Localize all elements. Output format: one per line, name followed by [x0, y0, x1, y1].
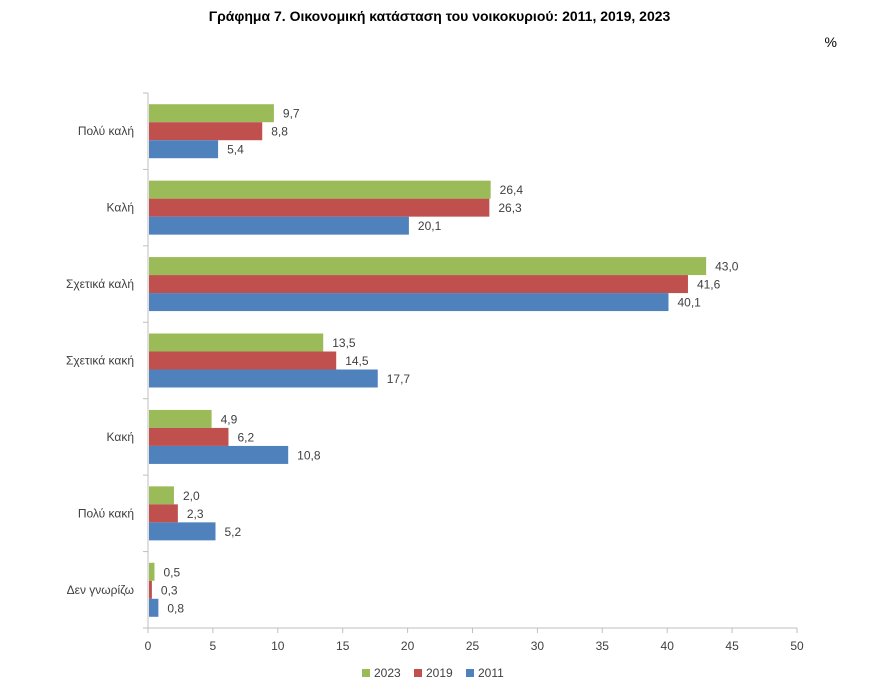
x-tick-label: 20 — [401, 639, 415, 653]
bar-2019 — [149, 351, 337, 370]
category-label: Πολύ κακή — [78, 506, 134, 520]
legend-label-2011: 2011 — [478, 666, 504, 680]
data-label-2019: 6,2 — [237, 430, 254, 444]
x-tick-label: 45 — [725, 639, 739, 653]
legend-swatch-2011 — [466, 669, 474, 677]
bar-2019 — [149, 427, 229, 446]
data-label-2023: 26,4 — [500, 183, 524, 197]
data-label-2019: 41,6 — [697, 278, 721, 292]
data-label-2023: 0,5 — [163, 565, 180, 579]
data-label-2019: 8,8 — [271, 125, 288, 139]
legend-label-2019: 2019 — [426, 666, 453, 680]
bar-2011 — [149, 369, 378, 388]
category-label: Δεν γνωρίζω — [67, 583, 134, 597]
data-label-2011: 10,8 — [297, 448, 321, 462]
bar-2011 — [149, 140, 219, 159]
category-label: Σχετικά κακή — [66, 354, 134, 368]
data-label-2011: 5,2 — [224, 525, 241, 539]
x-tick-label: 10 — [271, 639, 285, 653]
x-tick-label: 25 — [466, 639, 480, 653]
x-tick-label: 50 — [790, 639, 804, 653]
unit-label: % — [824, 34, 837, 50]
data-label-2023: 9,7 — [283, 107, 300, 121]
legend-label-2023: 2023 — [374, 666, 401, 680]
bar-2011 — [149, 598, 159, 617]
legend-swatch-2019 — [414, 669, 422, 677]
x-tick-label: 40 — [661, 639, 675, 653]
x-tick-label: 30 — [531, 639, 545, 653]
data-label-2011: 0,8 — [167, 601, 184, 615]
bar-2023 — [149, 180, 491, 199]
x-tick-label: 0 — [145, 639, 152, 653]
bar-2023 — [149, 333, 324, 352]
bar-2019 — [149, 580, 152, 599]
data-label-2023: 4,9 — [221, 412, 238, 426]
bar-2023 — [149, 486, 174, 505]
data-label-2019: 0,3 — [161, 583, 178, 597]
category-label: Πολύ καλή — [78, 124, 134, 138]
bar-2023 — [149, 104, 274, 123]
data-label-2019: 2,3 — [187, 507, 204, 521]
bar-2011 — [149, 445, 289, 464]
bar-2011 — [149, 293, 669, 312]
x-tick-label: 35 — [596, 639, 610, 653]
data-label-2023: 13,5 — [332, 336, 356, 350]
x-tick-label: 15 — [336, 639, 350, 653]
bar-2019 — [149, 275, 688, 294]
bar-2023 — [149, 257, 707, 276]
category-label: Σχετικά καλή — [66, 277, 134, 291]
bar-2023 — [149, 409, 212, 428]
legend-swatch-2023 — [362, 669, 370, 677]
data-label-2011: 40,1 — [677, 296, 701, 310]
category-label: Καλή — [107, 201, 134, 215]
data-label-2011: 5,4 — [227, 143, 244, 157]
bar-2019 — [149, 122, 263, 141]
category-label: Κακή — [107, 430, 134, 444]
data-label-2019: 14,5 — [345, 354, 369, 368]
bar-2019 — [149, 198, 490, 217]
bar-2011 — [149, 522, 216, 541]
data-label-2019: 26,3 — [498, 201, 522, 215]
data-label-2011: 17,7 — [387, 372, 411, 386]
bar-2023 — [149, 562, 155, 581]
data-label-2011: 20,1 — [418, 219, 442, 233]
bar-2011 — [149, 216, 409, 235]
chart-title: Γράφημα 7. Οικονομική κατάσταση του νοικ… — [208, 8, 671, 24]
data-label-2023: 2,0 — [183, 489, 200, 503]
bar-2019 — [149, 504, 178, 523]
x-tick-label: 5 — [210, 639, 217, 653]
data-label-2023: 43,0 — [715, 260, 739, 274]
